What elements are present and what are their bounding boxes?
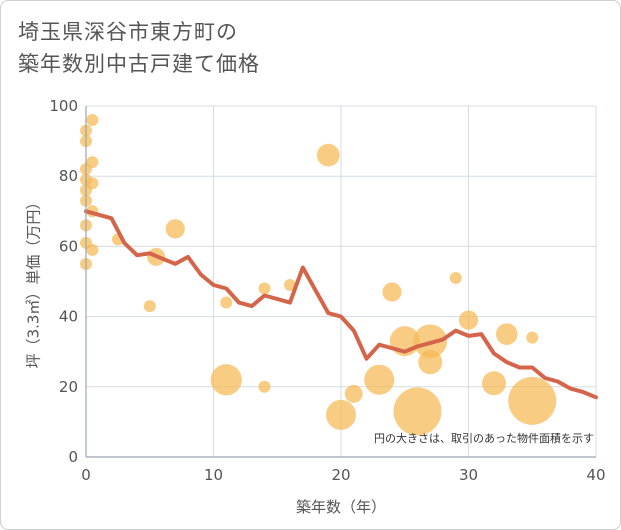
y-tick-label-100: 100 [49,97,78,115]
tick-labels: 0 20 40 60 80 100 0 10 20 30 40 [49,97,605,484]
y-tick-label-40: 40 [59,308,78,326]
bubble-point-36 [526,331,539,344]
bubble-point-13 [86,243,99,256]
bubble-point-17 [165,219,185,239]
y-tick-label-60: 60 [59,237,78,255]
x-tick-label-30: 30 [459,466,478,484]
bubble-point-37 [508,376,557,425]
y-tick-label-20: 20 [59,378,78,396]
bubble-point-11 [86,177,99,190]
grid-lines [86,105,597,457]
y-tick-label-0: 0 [68,448,78,466]
bubble-point-33 [458,310,479,330]
y-axis-label: 坪（3.3㎡）単価（万円） [25,195,43,369]
bubble-point-32 [449,271,462,284]
y-tick-label-80: 80 [59,167,78,185]
bubble-size-note: 円の大きさは、取引のあった物件面積を示す [374,431,594,445]
bubble-point-19 [210,364,242,396]
chart-title-line-1: 埼玉県深谷市東方町の [18,20,238,44]
bubble-point-31 [418,350,443,375]
average-line-series [84,209,598,400]
axes [85,106,596,458]
bubble-point-15 [143,300,156,313]
bubble-point-10 [86,156,99,169]
x-tick-label-40: 40 [586,466,605,484]
chart-title: 埼玉県深谷市東方町の 築年数別中古戸建て価格 [18,16,260,80]
bubble-point-29 [393,387,442,436]
bubble-point-26 [364,364,395,395]
bubble-point-27 [382,282,402,302]
x-axis-label: 築年数（年） [296,498,386,516]
bubble-point-20 [258,282,271,295]
bubble-point-9 [86,114,99,127]
bubble-point-18 [220,296,233,309]
x-tick-label-20: 20 [331,466,350,484]
bubble-point-34 [482,371,506,396]
bubble-point-22 [284,279,296,292]
bubble-point-25 [344,384,363,403]
bubble-point-23 [316,143,340,167]
x-tick-label-10: 10 [204,466,223,484]
average-price-line [84,209,598,400]
bubble-point-24 [326,399,356,430]
chart-title-line-2: 築年数別中古戸建て価格 [18,52,260,76]
bubble-point-35 [495,323,518,345]
x-tick-label-0: 0 [81,466,91,484]
bubble-point-21 [258,380,271,393]
